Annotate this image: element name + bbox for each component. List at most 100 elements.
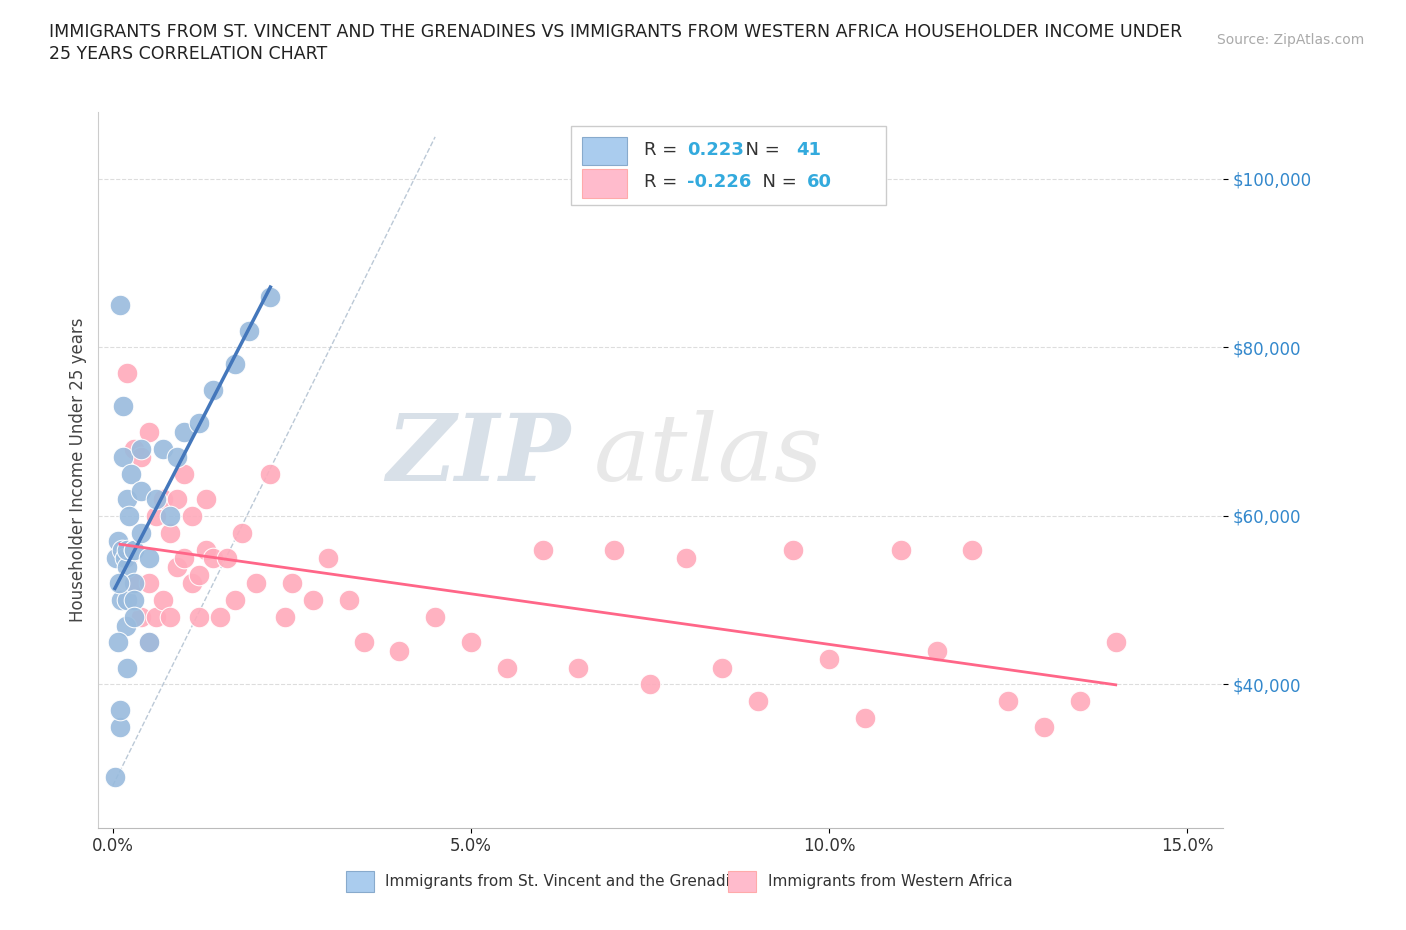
Point bbox=[217, 551, 239, 565]
Point bbox=[122, 610, 145, 625]
Text: Immigrants from Western Africa: Immigrants from Western Africa bbox=[768, 874, 1012, 889]
Point bbox=[115, 551, 138, 565]
Point bbox=[112, 399, 135, 414]
Point bbox=[108, 576, 131, 591]
Point bbox=[115, 492, 138, 507]
Text: N =: N = bbox=[751, 173, 803, 191]
Point bbox=[1033, 719, 1056, 734]
Text: -0.226: -0.226 bbox=[686, 173, 751, 191]
Point bbox=[115, 365, 138, 380]
Point bbox=[259, 289, 281, 304]
Point bbox=[460, 635, 482, 650]
Point bbox=[104, 770, 127, 785]
Bar bbox=[728, 870, 756, 892]
Point bbox=[115, 660, 138, 675]
Point bbox=[166, 559, 188, 574]
Point bbox=[114, 551, 136, 565]
Point bbox=[747, 694, 769, 709]
Point bbox=[122, 592, 145, 607]
Point bbox=[194, 542, 217, 557]
Point bbox=[273, 610, 295, 625]
FancyBboxPatch shape bbox=[582, 169, 627, 197]
Point bbox=[675, 551, 697, 565]
Point bbox=[818, 652, 841, 667]
Bar bbox=[346, 870, 374, 892]
Point bbox=[108, 298, 131, 312]
Point bbox=[245, 576, 267, 591]
Point bbox=[105, 551, 128, 565]
Point bbox=[209, 610, 232, 625]
Point bbox=[138, 551, 160, 565]
Point bbox=[531, 542, 554, 557]
Text: Immigrants from St. Vincent and the Grenadines: Immigrants from St. Vincent and the Gren… bbox=[385, 874, 758, 889]
Point bbox=[231, 525, 253, 540]
Point bbox=[238, 324, 260, 339]
Point bbox=[120, 467, 142, 482]
Point bbox=[187, 567, 209, 582]
Text: 60: 60 bbox=[807, 173, 832, 191]
Y-axis label: Householder Income Under 25 years: Householder Income Under 25 years bbox=[69, 317, 87, 622]
Point bbox=[603, 542, 626, 557]
Point bbox=[782, 542, 804, 557]
Point bbox=[138, 576, 160, 591]
Text: 25 YEARS CORRELATION CHART: 25 YEARS CORRELATION CHART bbox=[49, 45, 328, 62]
Point bbox=[107, 635, 129, 650]
Point bbox=[159, 509, 181, 524]
Point bbox=[281, 576, 304, 591]
Point bbox=[111, 542, 134, 557]
Point bbox=[152, 492, 174, 507]
Point bbox=[316, 551, 339, 565]
Point bbox=[138, 635, 160, 650]
Point bbox=[122, 542, 145, 557]
Point bbox=[1069, 694, 1091, 709]
Point bbox=[202, 551, 225, 565]
Point bbox=[122, 542, 145, 557]
Point bbox=[1105, 635, 1128, 650]
Point bbox=[115, 559, 138, 574]
Point bbox=[187, 610, 209, 625]
Point bbox=[115, 542, 138, 557]
Point bbox=[202, 382, 225, 397]
Point bbox=[166, 449, 188, 464]
Point bbox=[145, 610, 167, 625]
Point bbox=[138, 635, 160, 650]
Point bbox=[173, 467, 195, 482]
Text: 0.223: 0.223 bbox=[686, 140, 744, 158]
Point bbox=[710, 660, 733, 675]
Point bbox=[145, 492, 167, 507]
Point bbox=[122, 441, 145, 456]
Point bbox=[638, 677, 661, 692]
Point bbox=[159, 525, 181, 540]
Text: ZIP: ZIP bbox=[387, 410, 571, 500]
Point bbox=[353, 635, 375, 650]
Point bbox=[853, 711, 876, 725]
Text: R =: R = bbox=[644, 140, 683, 158]
Point bbox=[259, 467, 281, 482]
FancyBboxPatch shape bbox=[582, 137, 627, 166]
Point bbox=[180, 576, 202, 591]
Point bbox=[122, 576, 145, 591]
Point bbox=[925, 644, 948, 658]
Point bbox=[108, 542, 131, 557]
Point bbox=[145, 509, 167, 524]
Text: 41: 41 bbox=[796, 140, 821, 158]
Point bbox=[112, 449, 135, 464]
Point bbox=[108, 702, 131, 717]
Point bbox=[131, 449, 153, 464]
Point bbox=[110, 592, 132, 607]
Point bbox=[388, 644, 411, 658]
Point bbox=[337, 592, 360, 607]
Point bbox=[131, 484, 153, 498]
Point bbox=[166, 492, 188, 507]
Point bbox=[122, 576, 145, 591]
Point bbox=[567, 660, 589, 675]
Point bbox=[152, 592, 174, 607]
Point bbox=[890, 542, 912, 557]
Point bbox=[131, 441, 153, 456]
Text: atlas: atlas bbox=[593, 410, 823, 500]
FancyBboxPatch shape bbox=[571, 126, 886, 205]
Point bbox=[173, 551, 195, 565]
Point bbox=[115, 592, 138, 607]
Point bbox=[997, 694, 1019, 709]
Point bbox=[152, 441, 174, 456]
